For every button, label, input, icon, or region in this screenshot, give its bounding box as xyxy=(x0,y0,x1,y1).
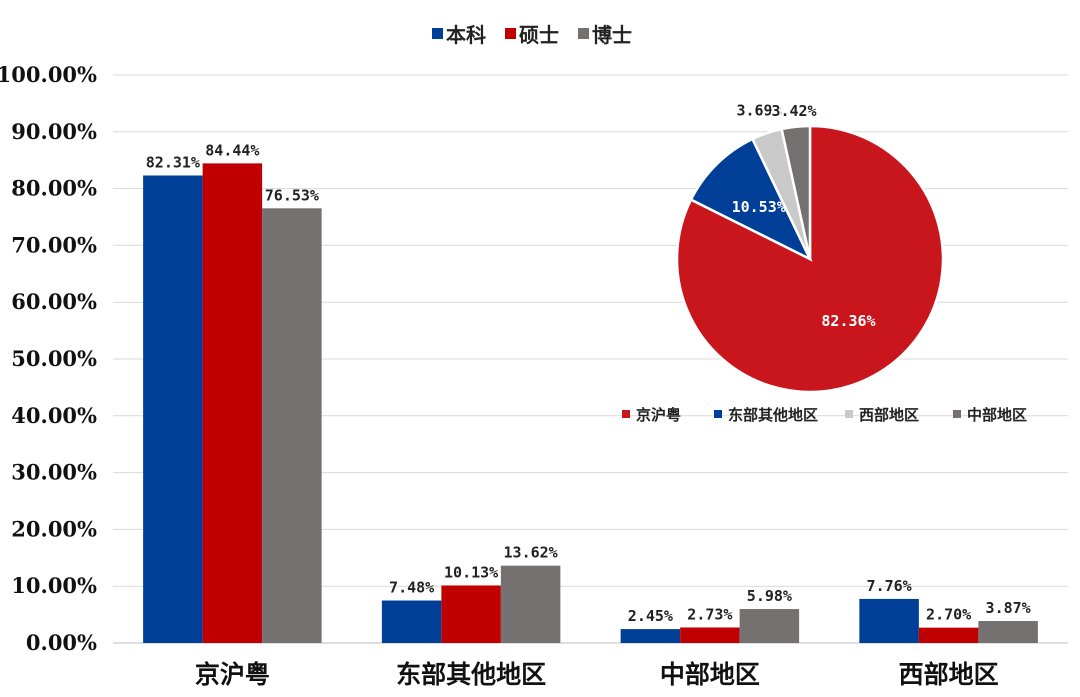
x-category-label: 西部地区 xyxy=(899,660,999,689)
bar-series xyxy=(143,163,1038,644)
legend-swatch xyxy=(578,28,589,39)
data-label: 2.45% xyxy=(628,607,673,625)
bar-e7a195e5a3ab-e4b89ce983a8e585b6e4bb96e59cb0e58cba xyxy=(441,585,501,643)
data-label: 3.87% xyxy=(986,599,1031,617)
pie-data-label: 82.36% xyxy=(821,312,875,330)
pie-legend-swatch xyxy=(845,410,853,418)
legend-label: 硕士 xyxy=(519,23,559,47)
x-category-label: 京沪粤 xyxy=(195,660,270,689)
legend-label: 本科 xyxy=(446,23,486,47)
data-label: 10.13% xyxy=(444,563,498,581)
data-label: 7.48% xyxy=(389,579,434,597)
pie-slice-e4b8ade983a8e59cb0e58cba xyxy=(780,124,812,260)
pie-legend-label: 东部其他地区 xyxy=(728,406,818,424)
bar-e69cace7a791-e4b8ade983a8e59cb0e58cba xyxy=(620,629,681,643)
y-tick-label: 20.00% xyxy=(11,516,97,541)
y-tick-label: 40.00% xyxy=(11,403,97,428)
bar-e58d9ae5a3ab-e4b8ade983a8e59cb0e58cba xyxy=(739,609,800,643)
y-tick-label: 60.00% xyxy=(11,289,97,314)
legend-swatch xyxy=(505,28,516,39)
pie-slice-e4b89ce983a8e585b6e4bb96e59cb0e58cba xyxy=(689,137,813,262)
data-label: 7.76% xyxy=(867,577,912,595)
pie-legend-swatch xyxy=(953,410,961,418)
pie-chart xyxy=(675,124,945,394)
pie-legend-swatch xyxy=(622,410,630,418)
bar-e69cace7a791-e4baace6b2aae7b2a4 xyxy=(143,175,203,644)
bar-e58d9ae5a3ab-e8a5bfe983a8e59cb0e58cba xyxy=(978,621,1038,643)
pie-legend: 京沪粤 东部其他地区 西部地区 中部地区 xyxy=(622,406,1027,424)
pie-data-labels: 82.36% 10.53% 3.69%3.42% xyxy=(732,100,876,330)
bar-data-labels: 82.31% 84.44% 76.53% 7.48% 10.13% 13.62% 2.45%… xyxy=(146,141,1031,625)
y-tick-label: 100.00% xyxy=(0,62,97,87)
x-category-label: 东部其他地区 xyxy=(396,660,546,689)
data-label: 76.53% xyxy=(265,186,319,204)
bar-e7a195e5a3ab-e4b8ade983a8e59cb0e58cba xyxy=(680,627,740,643)
data-label: 84.44% xyxy=(205,141,259,159)
data-label: 13.62% xyxy=(504,544,558,562)
y-tick-label: 0.00% xyxy=(26,630,97,655)
data-label: 2.70% xyxy=(926,606,971,624)
pie-data-label: 3.42% xyxy=(771,102,816,120)
pie-data-label: 10.53% xyxy=(732,198,786,216)
y-tick-label: 10.00% xyxy=(11,573,97,598)
x-axis-category-labels: 京沪粤 东部其他地区 中部地区 西部地区 xyxy=(195,660,999,689)
legend-swatch xyxy=(432,28,443,39)
data-label: 5.98% xyxy=(747,587,792,605)
pie-legend-label: 西部地区 xyxy=(859,406,919,424)
bar-e58d9ae5a3ab-e4b89ce983a8e585b6e4bb96e59cb0e58cba xyxy=(500,565,561,643)
y-tick-label: 80.00% xyxy=(11,176,97,201)
data-label: 2.73% xyxy=(687,605,732,623)
x-category-label: 中部地区 xyxy=(660,660,760,689)
data-label: 82.31% xyxy=(146,153,200,171)
bar-e7a195e5a3ab-e4baace6b2aae7b2a4 xyxy=(202,163,263,643)
y-tick-label: 90.00% xyxy=(11,119,97,144)
pie-legend-label: 京沪粤 xyxy=(636,406,681,424)
y-axis-tick-labels: 0.00% 10.00% 20.00% 30.00% 40.00% 50.00% 60.00… xyxy=(0,62,97,655)
bar-legend: 本科 硕士 博士 xyxy=(432,23,632,47)
bar-e69cace7a791-e8a5bfe983a8e59cb0e58cba xyxy=(859,598,919,643)
bar-e58d9ae5a3ab-e4baace6b2aae7b2a4 xyxy=(262,208,322,643)
y-tick-label: 30.00% xyxy=(11,460,97,485)
pie-data-label: 3.69% xyxy=(736,102,781,120)
legend-label: 博士 xyxy=(592,23,632,47)
pie-legend-label: 中部地区 xyxy=(967,406,1027,424)
pie-legend-swatch xyxy=(714,410,722,418)
y-tick-label: 50.00% xyxy=(11,346,97,371)
y-tick-label: 70.00% xyxy=(11,232,97,257)
bar-e69cace7a791-e4b89ce983a8e585b6e4bb96e59cb0e58cba xyxy=(381,600,442,643)
bar-e7a195e5a3ab-e8a5bfe983a8e59cb0e58cba xyxy=(918,627,979,643)
